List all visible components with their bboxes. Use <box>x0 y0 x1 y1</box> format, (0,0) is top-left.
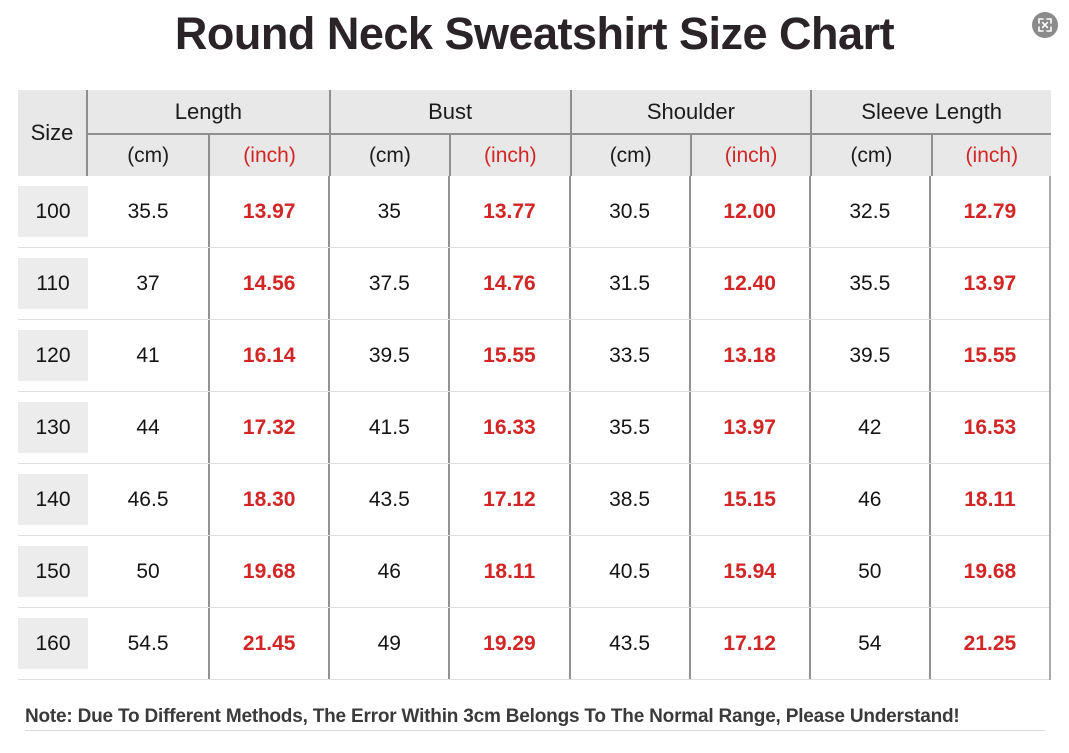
size-value: 110 <box>18 258 88 309</box>
table-row: 160 54.5 21.45 49 19.29 43.5 17.12 54 21… <box>18 608 1049 680</box>
value-cell: 18.11 <box>928 464 1049 535</box>
table-row: 120 41 16.14 39.5 15.55 33.5 13.18 39.5 … <box>18 320 1049 392</box>
value-cell: 18.30 <box>208 464 328 535</box>
size-value: 150 <box>18 546 88 597</box>
value-cell: 37 <box>136 271 160 295</box>
header-size: Size <box>18 90 88 176</box>
header-unit-cm: (cm) <box>569 135 690 176</box>
value-cell: 35 <box>328 176 448 247</box>
table-header: Size Length Bust Shoulder Sleeve Length … <box>18 90 1051 176</box>
value-cell: 50 <box>136 559 160 583</box>
size-value: 100 <box>18 186 88 237</box>
size-value: 140 <box>18 474 88 525</box>
table-row: 110 37 14.56 37.5 14.76 31.5 12.40 35.5 … <box>18 248 1049 320</box>
value-cell: 15.55 <box>448 320 568 391</box>
size-value: 160 <box>18 618 88 669</box>
value-cell: 32.5 <box>808 176 929 247</box>
value-cell: 21.25 <box>928 608 1049 679</box>
header-unit-inch: (inch) <box>449 135 569 176</box>
value-cell: 15.15 <box>688 464 809 535</box>
size-value: 120 <box>18 330 88 381</box>
header-group-bust: Bust <box>328 90 570 135</box>
value-cell: 39.5 <box>808 320 929 391</box>
value-cell: 49 <box>328 608 448 679</box>
value-cell: 13.18 <box>688 320 809 391</box>
value-cell: 43.5 <box>328 464 448 535</box>
expand-icon <box>1038 18 1052 32</box>
header-unit-inch: (inch) <box>689 135 810 176</box>
value-cell: 42 <box>808 392 929 463</box>
value-cell: 37.5 <box>328 248 448 319</box>
value-cell: 39.5 <box>328 320 448 391</box>
value-cell: 43.5 <box>568 608 689 679</box>
table-row: 100 35.5 13.97 35 13.77 30.5 12.00 32.5 … <box>18 176 1049 248</box>
value-cell: 16.33 <box>448 392 568 463</box>
note-text: Note: Due To Different Methods, The Erro… <box>25 706 960 727</box>
value-cell: 19.29 <box>448 608 568 679</box>
size-value: 130 <box>18 402 88 453</box>
table-row: 140 46.5 18.30 43.5 17.12 38.5 15.15 46 … <box>18 464 1049 536</box>
value-cell: 13.97 <box>928 248 1049 319</box>
value-cell: 17.12 <box>448 464 568 535</box>
value-cell: 12.40 <box>688 248 809 319</box>
expand-button[interactable] <box>1032 12 1058 38</box>
value-cell: 54.5 <box>127 631 169 655</box>
value-cell: 18.11 <box>448 536 568 607</box>
size-cell: 120 <box>18 320 88 391</box>
value-cell: 41 <box>136 343 160 367</box>
size-cell: 150 <box>18 536 88 607</box>
value-cell: 46 <box>328 536 448 607</box>
table-row: 150 50 19.68 46 18.11 40.5 15.94 50 19.6… <box>18 536 1049 608</box>
header-unit-cm: (cm) <box>127 143 170 167</box>
header-unit-cm: (cm) <box>328 135 449 176</box>
value-cell: 35.5 <box>127 199 169 223</box>
value-cell: 44 <box>136 415 160 439</box>
value-cell: 13.77 <box>448 176 568 247</box>
value-cell: 35.5 <box>568 392 689 463</box>
value-cell: 54 <box>808 608 929 679</box>
value-cell: 21.45 <box>208 608 328 679</box>
value-cell: 12.00 <box>688 176 809 247</box>
page-title: Round Neck Sweatshirt Size Chart <box>174 8 895 59</box>
size-cell: 100 <box>18 176 88 247</box>
header-unit-inch: (inch) <box>208 135 328 176</box>
value-cell: 17.32 <box>208 392 328 463</box>
header-group-shoulder: Shoulder <box>569 90 811 135</box>
size-cell: 130 <box>18 392 88 463</box>
value-cell: 33.5 <box>568 320 689 391</box>
value-cell: 15.94 <box>688 536 809 607</box>
value-cell: 46.5 <box>127 487 169 511</box>
size-chart-table: Size Length Bust Shoulder Sleeve Length … <box>18 90 1051 680</box>
value-cell: 17.12 <box>688 608 809 679</box>
size-cell: 110 <box>18 248 88 319</box>
value-cell: 14.76 <box>448 248 568 319</box>
value-cell: 15.55 <box>928 320 1049 391</box>
value-cell: 41.5 <box>328 392 448 463</box>
bottom-divider <box>25 730 1045 731</box>
value-cell: 14.56 <box>208 248 328 319</box>
value-cell: 46 <box>808 464 929 535</box>
table-body: 100 35.5 13.97 35 13.77 30.5 12.00 32.5 … <box>18 176 1051 680</box>
header-unit-inch: (inch) <box>930 135 1051 176</box>
value-cell: 13.97 <box>688 392 809 463</box>
value-cell: 35.5 <box>808 248 929 319</box>
value-cell: 19.68 <box>928 536 1049 607</box>
value-cell: 19.68 <box>208 536 328 607</box>
value-cell: 30.5 <box>568 176 689 247</box>
header-group-length: Length <box>88 90 329 135</box>
header-unit-cm: (cm) <box>810 135 930 176</box>
table-row: 130 44 17.32 41.5 16.33 35.5 13.97 42 16… <box>18 392 1049 464</box>
value-cell: 50 <box>808 536 929 607</box>
value-cell: 16.53 <box>928 392 1049 463</box>
value-cell: 12.79 <box>928 176 1049 247</box>
value-cell: 40.5 <box>568 536 689 607</box>
value-cell: 13.97 <box>208 176 328 247</box>
value-cell: 16.14 <box>208 320 328 391</box>
value-cell: 38.5 <box>568 464 689 535</box>
size-cell: 160 <box>18 608 88 679</box>
header-group-sleeve-length: Sleeve Length <box>810 90 1051 135</box>
size-cell: 140 <box>18 464 88 535</box>
value-cell: 31.5 <box>568 248 689 319</box>
